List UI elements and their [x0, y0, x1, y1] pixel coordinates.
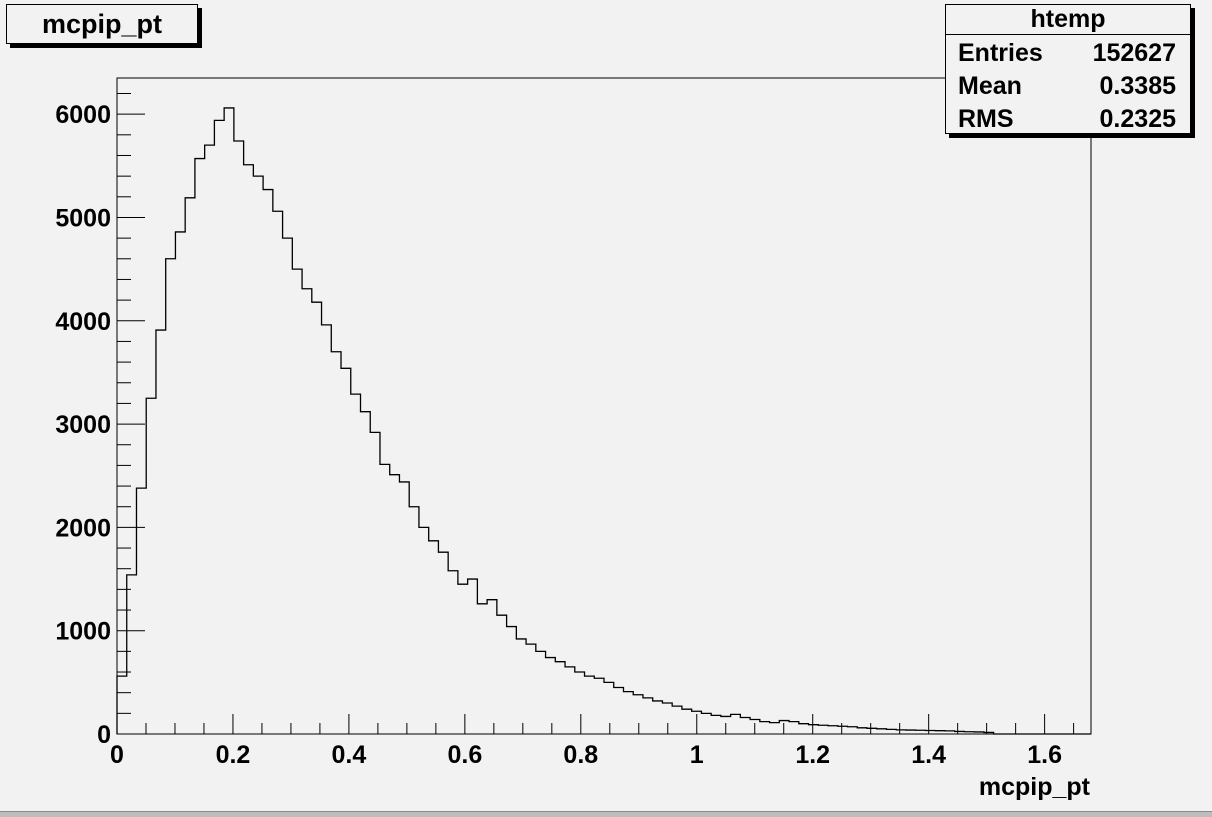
- histogram-title-box: mcpip_pt: [6, 4, 198, 44]
- histogram-title: mcpip_pt: [41, 8, 162, 39]
- x-axis-title: mcpip_pt: [979, 773, 1091, 801]
- x-tick-label: 0.6: [447, 741, 482, 769]
- y-tick-label: 6000: [55, 101, 111, 129]
- plot-frame: [116, 77, 1092, 735]
- stats-label: Mean: [958, 72, 1022, 100]
- stats-label: RMS: [958, 105, 1014, 133]
- y-tick-label: 5000: [55, 204, 111, 232]
- stats-box: htemp Entries 152627 Mean 0.3385 RMS 0.2…: [945, 4, 1191, 134]
- x-tick-label: 1.2: [795, 741, 830, 769]
- x-tick-label: 1.4: [911, 741, 946, 769]
- x-tick-label: 1.6: [1027, 741, 1062, 769]
- y-tick-label: 1000: [55, 618, 111, 646]
- x-tick-label: 1: [690, 741, 704, 769]
- y-tick-label: 3000: [55, 411, 111, 439]
- window-bottom-border: [0, 811, 1212, 817]
- x-tick-label: 0.8: [563, 741, 598, 769]
- y-tick-label: 2000: [55, 514, 111, 542]
- x-tick-label: 0: [110, 741, 124, 769]
- stats-value: 0.2325: [1099, 105, 1176, 133]
- y-tick-label: 4000: [55, 308, 111, 336]
- x-tick-label: 0.4: [332, 741, 367, 769]
- y-tick-label: 0: [97, 721, 111, 749]
- stats-row-entries: Entries 152627: [946, 35, 1190, 68]
- stats-row-mean: Mean 0.3385: [946, 68, 1190, 101]
- stats-title: htemp: [946, 5, 1190, 35]
- stats-value: 152627: [1092, 39, 1176, 67]
- axis-tick-labels: 0 0.2 0.4 0.6 0.8 1 1.2 1.4 1.6 0 1000 2000 3000 4000…: [55, 101, 1062, 769]
- histogram-step-line: [116, 107, 1091, 735]
- stats-value: 0.3385: [1099, 72, 1176, 100]
- stats-label: Entries: [958, 39, 1043, 67]
- x-tick-label: 0.2: [216, 741, 251, 769]
- stats-row-rms: RMS 0.2325: [946, 101, 1190, 134]
